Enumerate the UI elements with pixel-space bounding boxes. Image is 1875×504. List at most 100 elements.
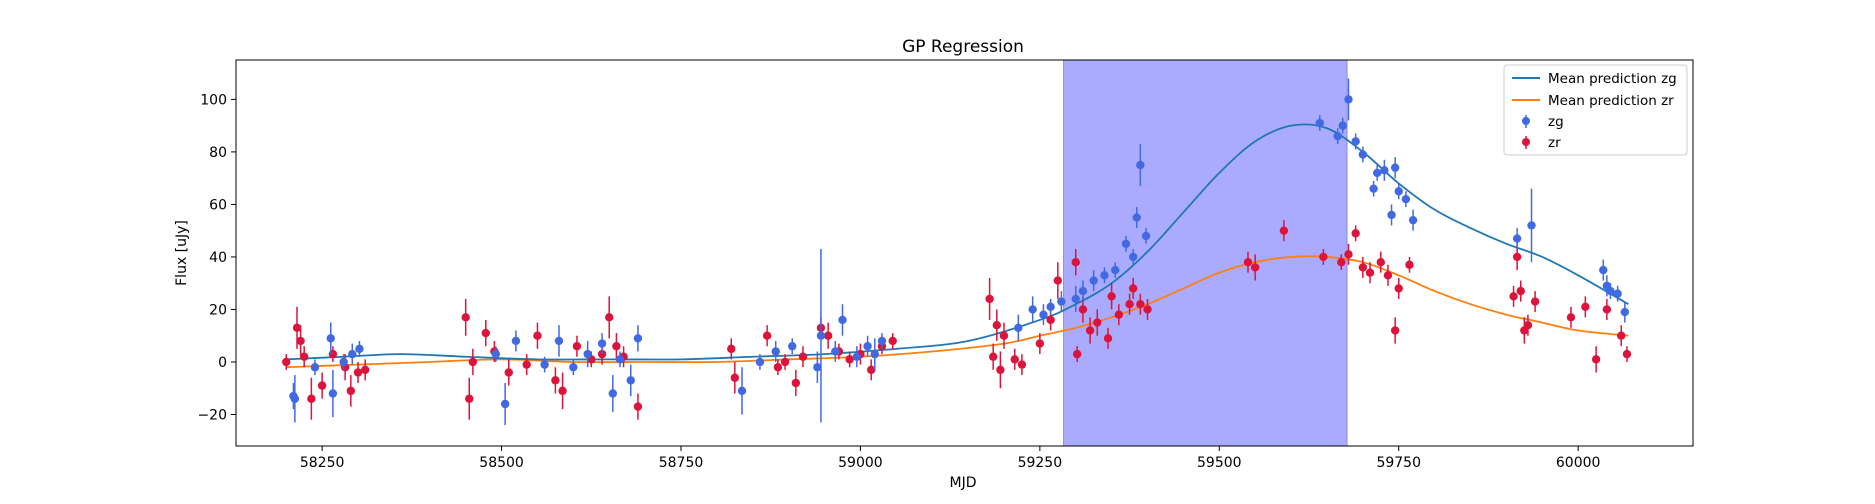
- zg-point-marker: [569, 363, 578, 372]
- zr-data-point: [992, 309, 1001, 341]
- zr-data-point: [1617, 325, 1626, 347]
- zg-data-point: [1136, 144, 1145, 187]
- zg-data-point: [863, 335, 872, 357]
- zr-data-point: [465, 377, 474, 420]
- zg-point-marker: [626, 376, 635, 385]
- zr-data-point: [353, 361, 363, 383]
- zr-point-marker: [481, 328, 490, 338]
- y-tick-label: 100: [200, 92, 227, 108]
- zr-point-marker: [1046, 315, 1055, 325]
- zg-point-marker: [1358, 150, 1368, 159]
- zg-point-marker: [1078, 286, 1088, 296]
- legend-label-mean-zr: Mean prediction zr: [1548, 93, 1674, 109]
- zr-point-marker: [798, 352, 808, 361]
- zg-data-point: [1014, 314, 1023, 341]
- zg-data-point: [1028, 296, 1037, 323]
- zr-data-point: [299, 346, 309, 368]
- zr-data-point: [1093, 309, 1102, 336]
- zr-data-point: [533, 322, 542, 349]
- zr-data-point: [845, 351, 854, 368]
- zr-data-point: [1243, 251, 1253, 273]
- zr-point-marker: [1351, 229, 1360, 238]
- plot-frame: [235, 59, 1694, 447]
- zg-data-point: [838, 304, 847, 336]
- zr-data-point: [307, 377, 316, 420]
- zg-point-marker: [1599, 265, 1608, 275]
- zr-point-marker: [328, 349, 338, 359]
- zr-data-point: [296, 325, 305, 357]
- zr-data-point: [1136, 293, 1145, 315]
- zg-data-point: [1315, 115, 1324, 131]
- zr-point-marker: [762, 331, 772, 340]
- zg-point-marker: [755, 357, 765, 367]
- zr-data-point: [504, 359, 513, 386]
- zr-data-point: [780, 354, 790, 370]
- zr-point-marker: [1617, 331, 1626, 340]
- zg-data-point: [608, 375, 618, 412]
- zr-data-point: [989, 343, 998, 370]
- zr-point-marker: [1053, 276, 1063, 285]
- zr-point-marker: [992, 321, 1001, 330]
- zr-point-marker: [346, 386, 356, 396]
- zg-data-point: [1057, 291, 1066, 313]
- y-tick-label: 40: [209, 250, 227, 266]
- zr-data-point: [1351, 225, 1360, 242]
- zr-point-marker: [1581, 302, 1590, 312]
- x-tick-label: 59500: [1197, 455, 1242, 471]
- zg-point-marker: [511, 336, 521, 346]
- zr-point-marker: [1337, 257, 1346, 267]
- zg-point-marker: [1613, 289, 1622, 298]
- zg-point-marker: [1401, 194, 1411, 204]
- zr-data-point: [730, 361, 740, 394]
- zg-point-marker: [554, 336, 564, 346]
- zg-point-marker: [1527, 221, 1536, 230]
- zg-data-point: [1333, 128, 1342, 145]
- zr-point-marker: [468, 357, 478, 367]
- zr-point-marker: [845, 355, 854, 364]
- zr-data-point: [1365, 262, 1375, 284]
- zr-point-marker: [1017, 360, 1027, 369]
- zr-point-marker: [1376, 257, 1385, 267]
- zr-data-point: [1530, 291, 1540, 313]
- zg-data-point: [1071, 285, 1080, 313]
- zg-point-marker: [1369, 184, 1378, 193]
- zr-point-marker: [353, 368, 363, 377]
- zr-point-marker: [996, 365, 1005, 375]
- zg-data-point: [597, 333, 607, 355]
- zg-point-marker: [788, 342, 797, 351]
- zg-point-marker: [1014, 323, 1023, 333]
- zg-data-point: [540, 356, 549, 373]
- zr-data-point: [773, 359, 783, 376]
- zg-data-point: [813, 351, 822, 383]
- zg-point-marker: [608, 389, 618, 398]
- zr-data-point: [1128, 277, 1138, 299]
- zg-point-marker: [348, 349, 357, 359]
- zg-point-marker: [1132, 213, 1141, 222]
- zr-point-marker: [1365, 268, 1375, 277]
- x-tick-label: 59750: [1376, 455, 1421, 471]
- zg-data-point: [328, 369, 338, 418]
- zg-data-point: [1351, 133, 1360, 150]
- zg-data-point: [1344, 78, 1353, 121]
- legend-label-zr: zr: [1548, 135, 1561, 151]
- zg-point-marker: [1089, 276, 1098, 285]
- zg-data-point: [852, 346, 862, 368]
- legend-marker-zr: [1522, 138, 1530, 146]
- zr-point-marker: [1114, 310, 1124, 319]
- zg-data-point: [1390, 157, 1400, 179]
- zg-point-marker: [1100, 271, 1109, 280]
- zg-point-marker: [877, 336, 887, 346]
- zg-data-point: [755, 354, 765, 370]
- zr-point-marker: [773, 363, 783, 372]
- zr-data-point: [762, 325, 772, 347]
- zr-point-marker: [1516, 286, 1525, 296]
- zr-point-marker: [1103, 334, 1113, 343]
- zr-data-point: [727, 338, 736, 360]
- x-tick-label: 58250: [300, 455, 345, 471]
- zr-point-marker: [780, 357, 790, 367]
- zr-point-marker: [296, 336, 305, 346]
- zr-point-marker: [1523, 321, 1533, 330]
- zg-point-marker: [1512, 234, 1522, 243]
- legend-label-mean-zg: Mean prediction zg: [1548, 71, 1677, 87]
- zr-point-marker: [1085, 326, 1095, 335]
